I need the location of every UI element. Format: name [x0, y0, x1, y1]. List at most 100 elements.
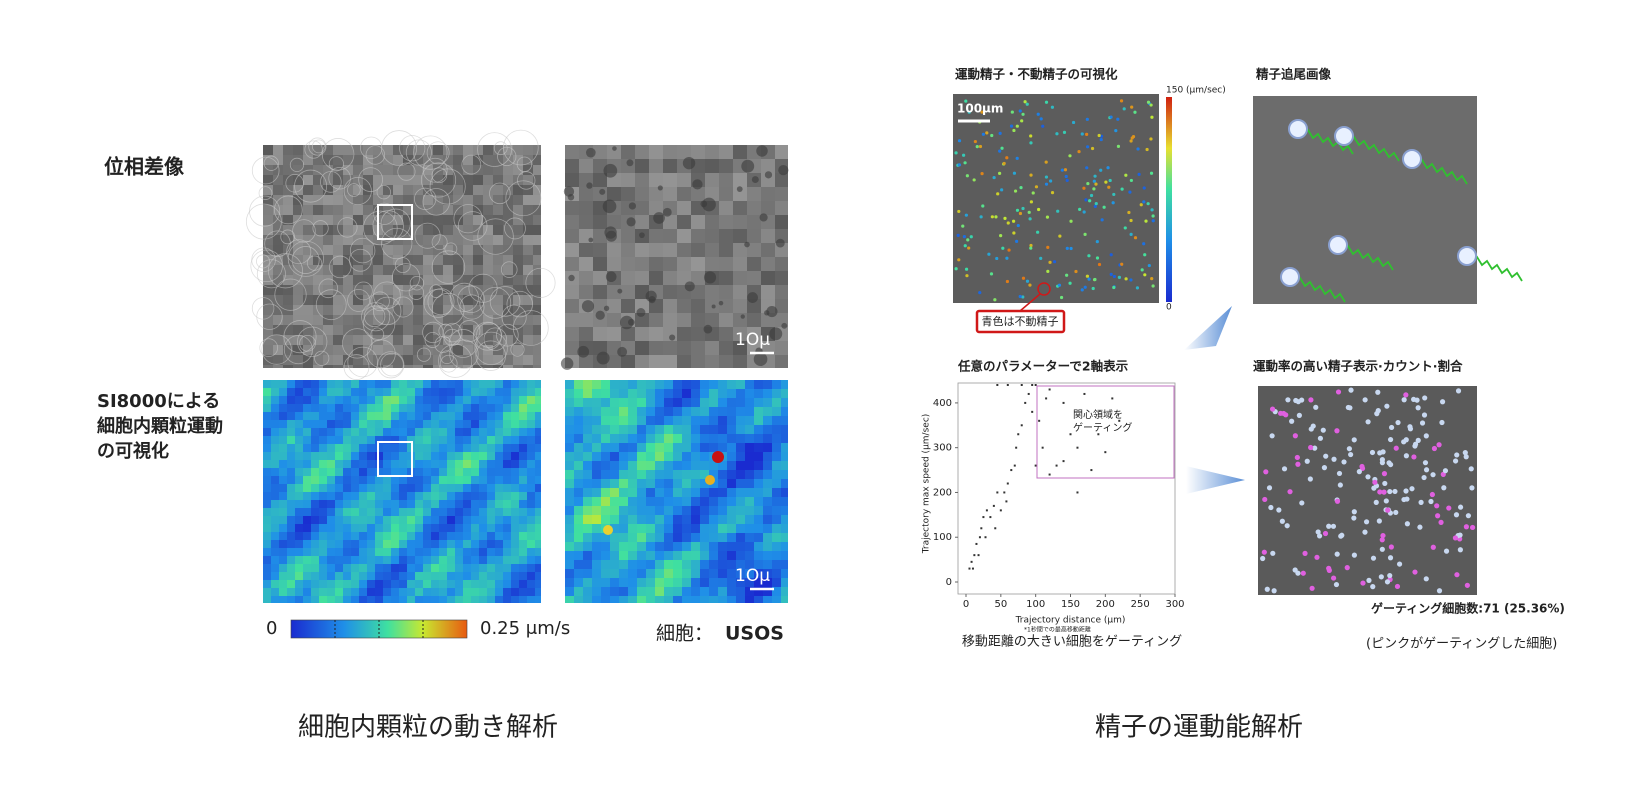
image-cell	[413, 195, 423, 205]
heat-cell	[335, 596, 343, 603]
caption: 細胞内顆粒の動き解析	[298, 713, 558, 743]
heat-cell	[574, 587, 583, 596]
heat-cell	[375, 412, 383, 420]
sperm-dot	[1453, 512, 1460, 518]
heat-cell	[519, 548, 527, 556]
image-cell	[263, 275, 273, 285]
heat-cell	[487, 500, 495, 508]
heat-cell	[399, 516, 407, 524]
heat-cell	[295, 380, 303, 388]
sperm-dot	[1031, 191, 1035, 195]
scatter-point	[1111, 397, 1114, 400]
heat-cell	[359, 508, 367, 516]
heat-cell	[359, 572, 367, 580]
heat-cell	[664, 479, 673, 488]
heat-cell	[303, 540, 311, 548]
heat-cell	[263, 396, 271, 404]
heat-cell	[415, 556, 423, 564]
heat-cell	[673, 452, 682, 461]
cell-outline	[439, 354, 458, 373]
heat-cell	[343, 532, 351, 540]
heat-cell	[287, 420, 295, 428]
heat-cell	[319, 380, 327, 388]
image-cell	[635, 285, 649, 299]
heat-cell	[271, 468, 279, 476]
heat-cell	[745, 596, 754, 603]
heat-cell	[463, 500, 471, 508]
image-cell	[373, 185, 383, 195]
heat-cell	[311, 460, 319, 468]
sperm-dot	[1407, 426, 1414, 432]
heat-cell	[391, 428, 399, 436]
heat-cell	[343, 436, 351, 444]
heat-cell	[263, 484, 271, 492]
heat-cell	[691, 560, 700, 569]
heat-cell	[383, 404, 391, 412]
image-cell	[273, 315, 283, 325]
image-cell	[607, 243, 621, 257]
heat-cell	[673, 497, 682, 506]
cell-outline	[747, 292, 758, 303]
image-cell	[635, 341, 649, 355]
heat-cell	[343, 580, 351, 588]
sperm-dot	[1337, 482, 1343, 488]
sperm-dot	[1434, 503, 1440, 509]
heat-cell	[391, 500, 399, 508]
image-cell	[393, 305, 403, 315]
image-cell	[333, 265, 343, 275]
sperm-dot	[1386, 460, 1392, 466]
heat-cell	[375, 500, 383, 508]
heat-cell	[754, 461, 763, 470]
heat-cell	[781, 587, 788, 596]
heat-cell	[327, 556, 335, 564]
image-cell	[313, 205, 323, 215]
image-cell	[373, 145, 383, 155]
sperm-dot	[1469, 485, 1475, 491]
image-cell	[393, 175, 403, 185]
image-cell	[343, 205, 353, 215]
panel-title: 運動精子・不動精子の可視化	[955, 67, 1118, 82]
heat-cell	[279, 484, 287, 492]
heat-cell	[415, 428, 423, 436]
heat-cell	[601, 398, 610, 407]
image-cell	[635, 257, 649, 271]
heat-cell	[637, 488, 646, 497]
image-cell	[579, 187, 593, 201]
heat-cell	[519, 564, 527, 572]
heat-cell	[519, 556, 527, 564]
heat-cell	[574, 551, 583, 560]
heat-cell	[565, 542, 574, 551]
heat-cell	[415, 420, 423, 428]
heat-cell	[574, 524, 583, 533]
heat-cell	[415, 412, 423, 420]
heat-cell	[415, 532, 423, 540]
image-cell	[621, 285, 635, 299]
image-cell	[393, 265, 403, 275]
image-cell	[443, 175, 453, 185]
sperm-dot	[1029, 243, 1033, 248]
heat-cell	[682, 569, 691, 578]
heat-cell	[487, 572, 495, 580]
sperm-dot	[1078, 207, 1082, 211]
sperm-dot	[973, 139, 977, 144]
sperm-dot	[1462, 450, 1468, 456]
heat-cell	[511, 516, 519, 524]
sperm-head	[1402, 149, 1422, 169]
heat-cell	[700, 560, 709, 569]
image-cell	[303, 245, 313, 255]
heat-cell	[407, 508, 415, 516]
heat-cell	[399, 572, 407, 580]
image-cell	[513, 195, 523, 205]
image-cell	[363, 165, 373, 175]
heat-cell	[781, 497, 788, 506]
heat-cell	[646, 425, 655, 434]
heat-cell	[511, 404, 519, 412]
heat-cell	[327, 596, 335, 603]
heat-cell	[423, 380, 431, 388]
cell-outline	[636, 308, 646, 317]
cell-outline	[458, 320, 481, 343]
heat-cell	[327, 460, 335, 468]
heat-cell	[763, 596, 772, 603]
cell-outline	[343, 354, 370, 380]
heat-cell	[311, 412, 319, 420]
